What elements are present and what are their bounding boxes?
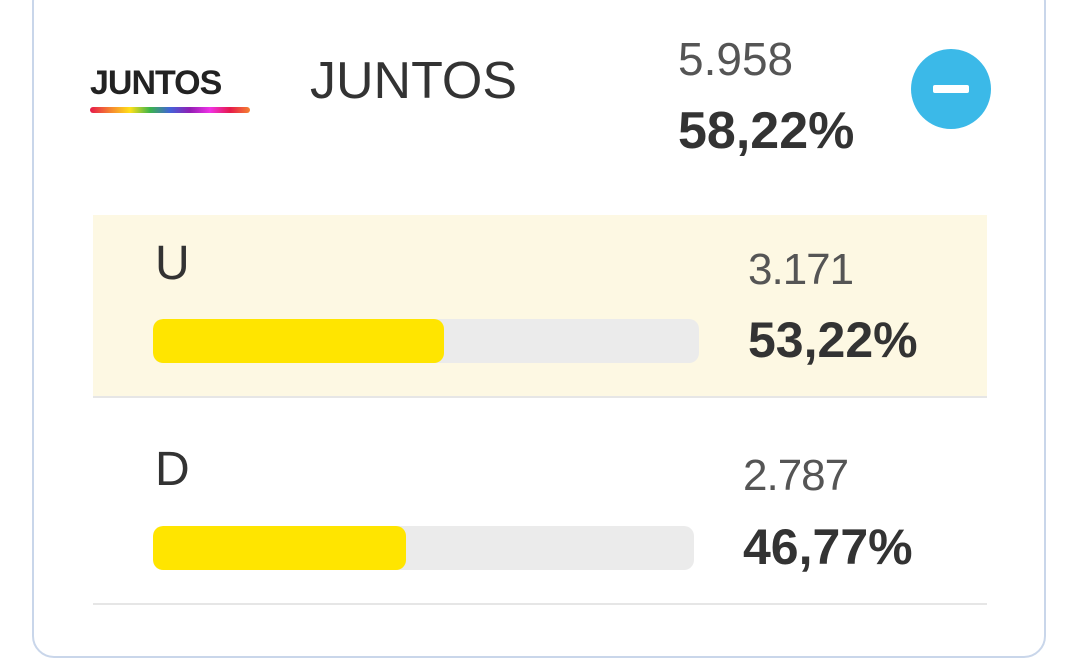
bar-track [153, 526, 694, 570]
list-name: U [155, 237, 190, 290]
party-card [32, 0, 1046, 658]
bar-track [153, 319, 699, 363]
list-row [93, 215, 987, 398]
list-name: D [155, 443, 190, 496]
list-votes: 2.787 [743, 451, 849, 500]
share-bar [153, 319, 444, 363]
list-row [93, 398, 987, 605]
list-share: 53,22% [748, 312, 918, 368]
share-bar [153, 526, 407, 570]
party-logo: JUNTOS [90, 64, 222, 102]
list-votes: 3.171 [748, 245, 854, 294]
party-name: JUNTOS [310, 52, 518, 110]
collapse-button[interactable] [911, 49, 991, 129]
list-share: 46,77% [743, 519, 913, 575]
party-votes: 5.958 [678, 33, 794, 85]
party-share: 58,22% [678, 102, 855, 160]
logo-stripe [90, 107, 250, 113]
